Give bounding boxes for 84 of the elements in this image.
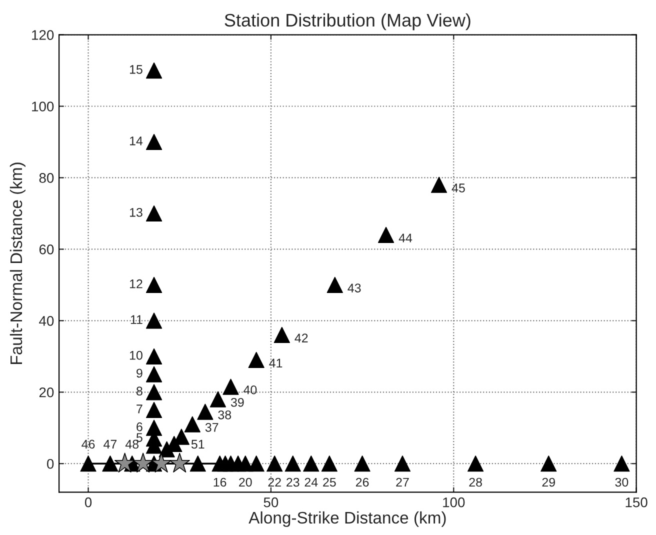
- y-tick-label: 0: [47, 458, 54, 469]
- point: [102, 456, 118, 472]
- annotation: 20: [239, 478, 252, 487]
- y-tick-label: 60: [39, 244, 54, 254]
- x-tick-label: 100: [443, 497, 465, 508]
- point: [146, 348, 162, 364]
- point: [146, 134, 162, 150]
- point: [132, 452, 154, 472]
- annotation: 13: [130, 208, 142, 217]
- annotation: 43: [348, 284, 361, 292]
- y-axis-title: Fault-Normal Distance (km): [10, 162, 26, 364]
- annotation: 37: [205, 422, 218, 432]
- point: [468, 456, 484, 472]
- annotation: 47: [104, 440, 117, 449]
- annotation: 26: [356, 478, 369, 487]
- point: [146, 384, 162, 400]
- point: [146, 312, 162, 329]
- annotation: 27: [396, 478, 409, 487]
- y-tick-label: 120: [32, 30, 54, 40]
- annotation: 7: [136, 404, 142, 414]
- annotation: 29: [542, 478, 555, 487]
- point: [540, 456, 557, 472]
- point: [146, 420, 162, 436]
- point: [284, 456, 301, 472]
- annotation: 23: [286, 478, 300, 487]
- point: [326, 276, 343, 293]
- point: [248, 352, 264, 368]
- annotation: 38: [218, 410, 232, 420]
- point: [146, 366, 162, 382]
- x-tick-label: 0: [84, 497, 92, 508]
- annotation: 45: [452, 184, 465, 192]
- annotation: 40: [244, 385, 257, 394]
- point: [248, 456, 264, 472]
- y-tick-label: 80: [39, 173, 54, 183]
- point: [266, 456, 283, 472]
- x-tick-label: 50: [264, 497, 278, 508]
- annotation: 30: [615, 478, 628, 487]
- annotation: 22: [268, 478, 281, 487]
- annotation: 11: [130, 315, 142, 324]
- annotation: 51: [191, 440, 204, 449]
- annotation: 12: [130, 279, 142, 288]
- point: [146, 276, 162, 293]
- annotation: 5: [136, 433, 142, 442]
- point: [321, 456, 338, 472]
- point: [197, 404, 214, 420]
- point: [614, 456, 630, 472]
- point: [222, 378, 239, 395]
- y-tick-label: 100: [32, 102, 54, 112]
- chart-title: Station Distribution (Map View): [224, 13, 470, 30]
- annotation: 46: [82, 440, 95, 449]
- point: [394, 456, 411, 472]
- point: [190, 456, 206, 472]
- annotation: 25: [323, 478, 336, 487]
- y-tick-label: 20: [39, 387, 54, 398]
- annotation: 24: [304, 478, 318, 487]
- annotation: 28: [469, 478, 482, 487]
- point: [146, 205, 162, 222]
- point: [146, 402, 162, 418]
- point: [80, 456, 96, 472]
- point: [151, 452, 172, 472]
- point: [378, 226, 394, 243]
- x-axis-title: Along-Strike Distance (km): [248, 511, 446, 527]
- annotation: 8: [136, 386, 142, 396]
- point: [210, 391, 226, 408]
- annotation: 39: [230, 398, 244, 407]
- annotation: 10: [130, 350, 142, 360]
- point: [169, 452, 190, 472]
- annotation: 6: [136, 422, 142, 432]
- annotation: 44: [398, 234, 412, 242]
- y-tick-label: 40: [39, 316, 54, 326]
- annotation: 9: [136, 368, 142, 378]
- point: [430, 176, 448, 193]
- point: [354, 456, 370, 472]
- point: [274, 326, 290, 344]
- point: [146, 62, 162, 79]
- annotation: 15: [130, 65, 142, 74]
- annotation: 42: [294, 334, 308, 342]
- annotation: 48: [125, 440, 139, 449]
- point: [184, 416, 200, 432]
- annotation: 16: [214, 478, 226, 487]
- point: [303, 456, 320, 472]
- annotation: 41: [269, 358, 282, 368]
- x-tick-label: 150: [626, 497, 648, 508]
- annotation: 14: [130, 136, 143, 146]
